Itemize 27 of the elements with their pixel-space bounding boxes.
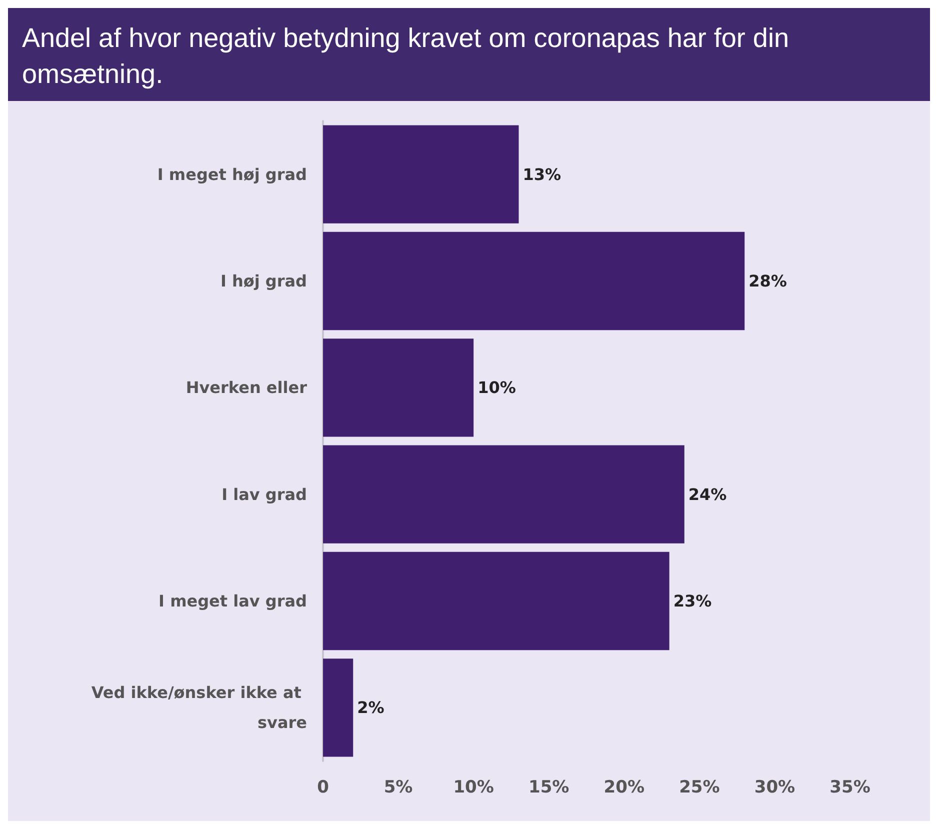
y-tick-label: Hverken eller [186, 378, 308, 398]
data-label: 2% [357, 698, 384, 718]
y-tick-label: I meget høj grad [157, 164, 307, 184]
y-tick-label: I lav grad [222, 484, 307, 504]
x-tick-label: 25% [679, 778, 720, 798]
bar [323, 445, 684, 544]
x-tick-label: 30% [754, 778, 796, 798]
y-tick-label: Ved ikke/ønsker ikke at svare [91, 683, 308, 732]
x-tick-label: 10% [453, 778, 494, 798]
bar [323, 658, 354, 757]
bar [323, 338, 474, 437]
bar [323, 552, 670, 650]
data-label: 23% [673, 592, 712, 610]
data-label: 10% [478, 378, 516, 398]
x-tick-label: 15% [528, 778, 570, 798]
chart-title: Andel af hvor negativ betydning kravet om coronapas har for din omsætning. [8, 8, 930, 101]
data-label: 28% [748, 272, 787, 290]
y-tick-label: I høj grad [220, 272, 307, 290]
x-tick-label: 35% [830, 778, 870, 798]
x-tick-label: 20% [604, 778, 644, 798]
x-tick-label: 0 [317, 778, 330, 798]
data-label: 24% [688, 484, 727, 504]
data-label: 13% [522, 164, 562, 184]
x-tick-label: 5% [384, 778, 413, 798]
y-tick-label: I meget lav grad [158, 592, 307, 610]
bar [323, 232, 745, 330]
bar [323, 125, 519, 224]
